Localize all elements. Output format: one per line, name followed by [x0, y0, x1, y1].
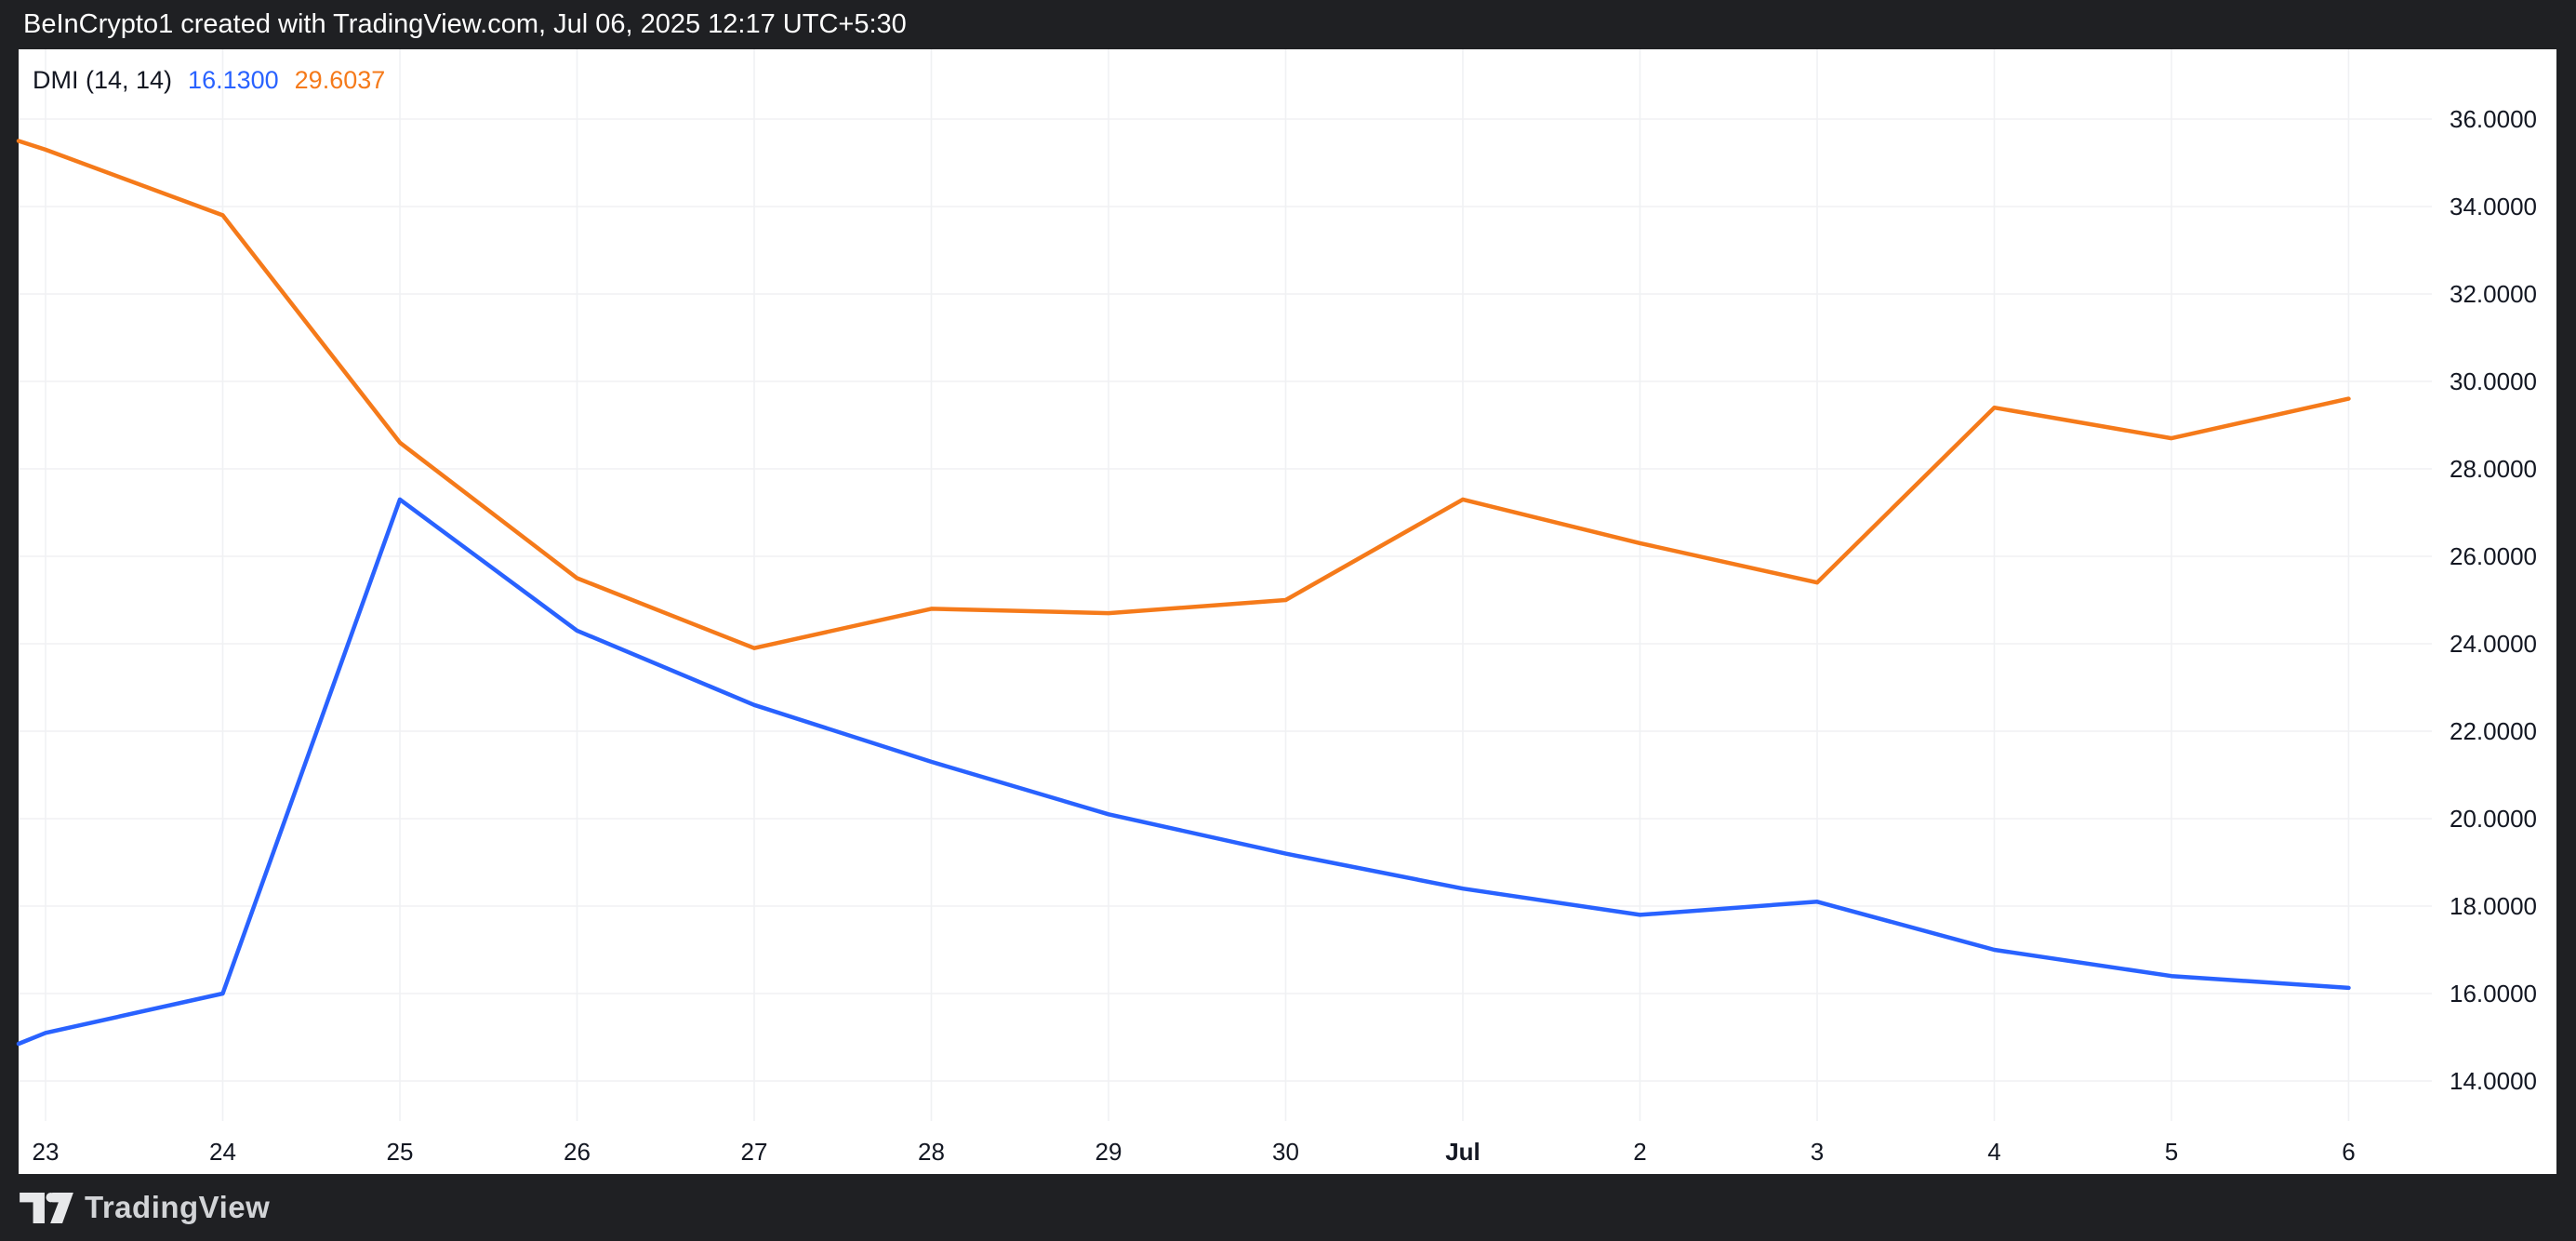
time-scale-label[interactable]: 27: [741, 1138, 768, 1166]
minus-di-line: [16, 139, 2351, 650]
price-scale-label[interactable]: 32.0000: [2450, 280, 2537, 308]
time-scale-label[interactable]: Jul: [1445, 1138, 1481, 1166]
price-scale-label[interactable]: 22.0000: [2450, 717, 2537, 745]
time-scale-label[interactable]: 3: [1811, 1138, 1824, 1166]
time-scale-label[interactable]: 6: [2342, 1138, 2355, 1166]
plus-di-value: 16.1300: [188, 66, 279, 94]
indicator-title[interactable]: DMI (14, 14): [33, 66, 173, 94]
time-scale-label[interactable]: 29: [1095, 1138, 1122, 1166]
price-scale-label[interactable]: 16.0000: [2450, 980, 2537, 1007]
time-scale-label[interactable]: 2: [1633, 1138, 1646, 1166]
price-scale-label[interactable]: 34.0000: [2450, 193, 2537, 220]
time-scale-label[interactable]: 5: [2165, 1138, 2178, 1166]
tradingview-wordmark[interactable]: TradingView: [85, 1190, 271, 1224]
chart-panel[interactable]: [19, 49, 2556, 1174]
price-scale-label[interactable]: 28.0000: [2450, 455, 2537, 483]
snapshot-title: BeInCrypto1 created with TradingView.com…: [23, 9, 907, 39]
minus-di-value: 29.6037: [294, 66, 386, 94]
footer-bar: TradingView: [0, 1174, 2576, 1241]
price-scale-label[interactable]: 24.0000: [2450, 630, 2537, 658]
time-scale-label[interactable]: 4: [1987, 1138, 2000, 1166]
time-scale-label[interactable]: 26: [564, 1138, 591, 1166]
time-scale-label[interactable]: 30: [1272, 1138, 1299, 1166]
price-scale-label[interactable]: 30.0000: [2450, 367, 2537, 395]
time-scale-label[interactable]: 23: [33, 1138, 60, 1166]
time-scale-label[interactable]: 28: [918, 1138, 945, 1166]
price-scale-label[interactable]: 20.0000: [2450, 805, 2537, 833]
tradingview-logo-icon[interactable]: [20, 1192, 73, 1223]
price-scale-label[interactable]: 14.0000: [2450, 1067, 2537, 1095]
time-scale-label[interactable]: 25: [387, 1138, 414, 1166]
price-scale-label[interactable]: 36.0000: [2450, 105, 2537, 133]
price-scale-label[interactable]: 26.0000: [2450, 542, 2537, 570]
indicator-legend[interactable]: DMI (14, 14) 16.1300 29.6037: [33, 66, 385, 94]
time-scale-label[interactable]: 24: [209, 1138, 236, 1166]
plus-di-line: [16, 497, 2351, 1047]
snapshot-header-bar: BeInCrypto1 created with TradingView.com…: [0, 0, 2576, 49]
price-scale-label[interactable]: 18.0000: [2450, 892, 2537, 920]
